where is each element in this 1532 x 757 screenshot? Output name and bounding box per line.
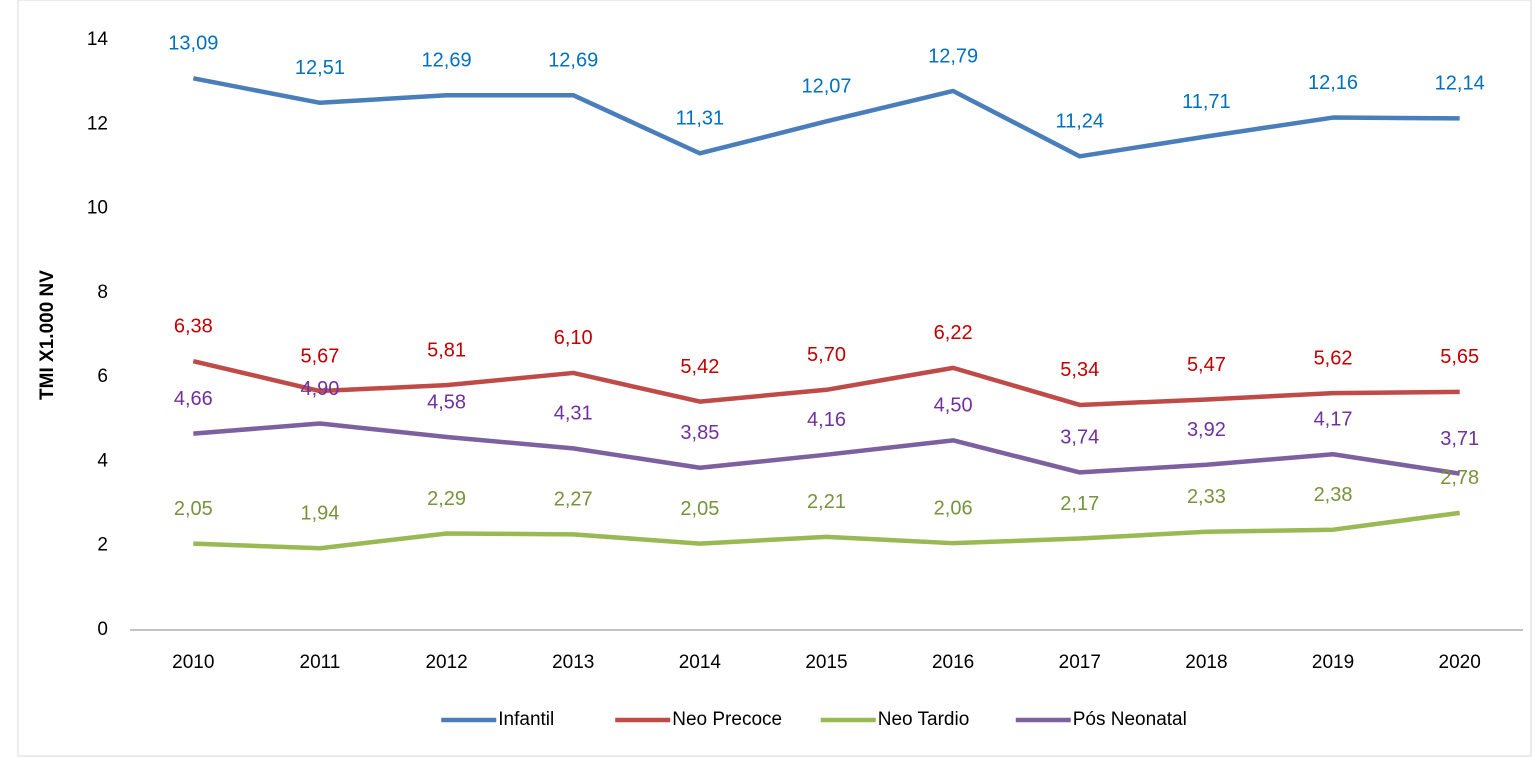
y-tick-label: 4 bbox=[97, 450, 108, 471]
chart-frame bbox=[17, 0, 1532, 757]
data-label: 5,34 bbox=[1060, 359, 1099, 381]
x-tick-label: 2011 bbox=[300, 652, 341, 673]
legend-label: Infantil bbox=[498, 709, 554, 730]
y-tick-label: 2 bbox=[97, 535, 108, 556]
data-label: 5,62 bbox=[1314, 347, 1353, 369]
x-tick-label: 2015 bbox=[805, 652, 847, 673]
data-label: 11,71 bbox=[1182, 91, 1231, 113]
data-label: 12,51 bbox=[295, 57, 345, 79]
x-tick-label: 2014 bbox=[679, 652, 722, 673]
data-label: 2,78 bbox=[1440, 467, 1479, 489]
data-label: 4,17 bbox=[1314, 409, 1353, 431]
data-label: 11,31 bbox=[676, 108, 725, 130]
data-label: 2,38 bbox=[1314, 484, 1353, 506]
data-label: 12,69 bbox=[548, 49, 598, 71]
data-label: 12,16 bbox=[1308, 72, 1358, 94]
data-label: 5,81 bbox=[427, 339, 466, 361]
data-label: 2,05 bbox=[174, 498, 213, 520]
data-label: 4,58 bbox=[427, 391, 466, 413]
y-tick-label: 8 bbox=[97, 282, 108, 303]
data-label: 6,10 bbox=[554, 327, 593, 349]
data-label: 4,66 bbox=[174, 388, 213, 410]
x-tick-label: 2020 bbox=[1439, 652, 1481, 673]
data-label: 4,31 bbox=[554, 403, 593, 425]
data-label: 13,09 bbox=[168, 33, 218, 55]
data-label: 12,14 bbox=[1435, 73, 1485, 95]
series-line bbox=[193, 421, 1461, 476]
y-axis-label: TMI X1.000 NV bbox=[37, 270, 58, 400]
data-label: 11,24 bbox=[1055, 111, 1104, 133]
data-label: 2,05 bbox=[680, 498, 719, 520]
x-tick-label: 2012 bbox=[425, 652, 467, 673]
data-label: 2,27 bbox=[554, 489, 593, 511]
y-tick-label: 6 bbox=[97, 366, 108, 387]
x-tick-label: 2010 bbox=[172, 652, 214, 673]
y-tick-label: 12 bbox=[87, 113, 108, 134]
x-tick-label: 2018 bbox=[1185, 652, 1227, 673]
data-label: 2,17 bbox=[1060, 493, 1099, 515]
y-tick-label: 14 bbox=[87, 29, 109, 50]
x-tick-label: 2013 bbox=[552, 652, 594, 673]
series-line bbox=[192, 76, 1460, 159]
data-label: 4,90 bbox=[300, 378, 339, 400]
data-label: 2,29 bbox=[427, 488, 466, 510]
data-label: 5,67 bbox=[300, 345, 339, 367]
data-label: 4,50 bbox=[934, 395, 973, 417]
x-tick-label: 2016 bbox=[932, 652, 974, 673]
data-label: 3,74 bbox=[1060, 427, 1099, 449]
data-label: 5,70 bbox=[807, 344, 846, 366]
legend-label: Pós Neonatal bbox=[1073, 709, 1187, 730]
data-label: 5,47 bbox=[1187, 354, 1226, 376]
data-label: 1,94 bbox=[300, 503, 339, 525]
data-label: 2,21 bbox=[807, 491, 846, 513]
data-label: 12,79 bbox=[928, 45, 978, 67]
data-label: 2,06 bbox=[934, 497, 973, 519]
data-label: 12,69 bbox=[422, 49, 472, 71]
data-label: 3,71 bbox=[1440, 428, 1479, 450]
x-tick-label: 2019 bbox=[1312, 652, 1354, 673]
x-tick-label: 2017 bbox=[1059, 652, 1101, 673]
data-label: 6,22 bbox=[934, 322, 973, 344]
series-line bbox=[193, 510, 1460, 551]
y-tick-label: 10 bbox=[87, 198, 108, 219]
y-tick-label: 0 bbox=[97, 619, 108, 640]
data-label: 5,65 bbox=[1440, 346, 1479, 368]
data-label: 6,38 bbox=[174, 315, 213, 337]
legend-label: Neo Tardio bbox=[878, 709, 970, 730]
data-label: 4,16 bbox=[807, 409, 846, 431]
series-line bbox=[192, 358, 1460, 408]
data-label: 3,92 bbox=[1187, 419, 1226, 441]
data-label: 2,33 bbox=[1187, 486, 1226, 508]
data-label: 5,42 bbox=[680, 356, 719, 378]
legend-label: Neo Precoce bbox=[672, 709, 782, 730]
data-label: 12,07 bbox=[801, 76, 851, 98]
data-label: 3,85 bbox=[680, 422, 719, 444]
